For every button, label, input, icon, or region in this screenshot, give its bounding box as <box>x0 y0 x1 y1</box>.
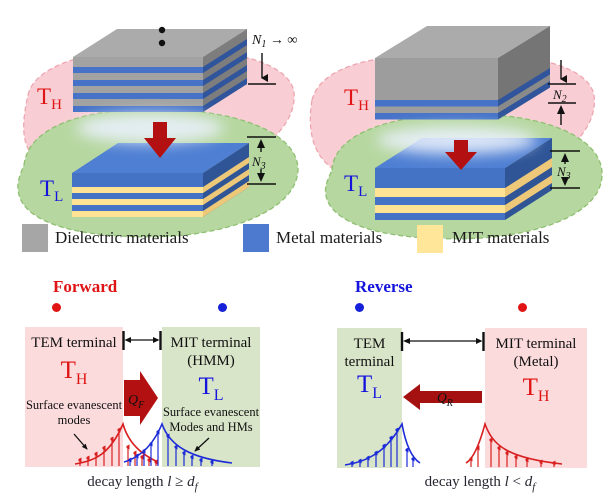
hot-temperature-label: TH <box>522 374 550 406</box>
cold-temperature-label: TL <box>40 176 63 205</box>
layer-stripe <box>375 213 505 220</box>
layer-stripe <box>375 205 505 213</box>
forward-caption: decay length l ≥ df <box>87 474 198 493</box>
surface-modes-hms-note: Surface evanescent Modes and HMs <box>162 405 260 434</box>
hot-dot-indicator <box>518 303 527 312</box>
layer-stripe <box>72 193 203 199</box>
layer-stripe <box>72 173 203 187</box>
layer-stripe <box>375 168 505 188</box>
gap-dimension-reverse <box>400 332 485 351</box>
layer-stripe <box>375 100 498 107</box>
stack-top-face <box>375 26 550 58</box>
layer-stripe <box>203 157 249 193</box>
layer-stripe <box>498 68 550 107</box>
layer-stripe <box>72 199 203 205</box>
forward-title: Forward <box>53 277 118 296</box>
layer-stripe <box>505 158 552 197</box>
layer-stripe <box>498 74 550 113</box>
bulk-terminal-stack <box>375 26 550 120</box>
legend-swatch-metal <box>243 224 269 252</box>
surface-modes-note: Surface evanescent modes <box>25 398 123 427</box>
mit-terminal-stack <box>72 143 249 217</box>
cold-temperature-label: TL <box>344 171 367 200</box>
layer-stripe <box>203 169 249 205</box>
mit-terminal-name: MIT terminal (HMM) <box>170 335 252 369</box>
reverse-heat-arrow <box>403 384 482 410</box>
legend-label-dielectric: Dielectric materials <box>55 228 189 247</box>
layer-stripe <box>203 78 247 112</box>
forward-heat-label: QF <box>128 393 145 411</box>
layer-stripe <box>375 197 505 205</box>
layer-stripe <box>203 65 247 99</box>
reverse-caption: decay length l < df <box>424 474 536 493</box>
svg-text:N2: N2 <box>552 87 567 105</box>
layer-stripe <box>73 106 203 112</box>
layer-stripe <box>375 113 498 120</box>
layer-stripe <box>375 106 498 113</box>
layer-stripe <box>73 93 203 99</box>
layer-stripe <box>73 67 203 73</box>
ellipsis-dot <box>158 26 166 34</box>
legend-label-metal: Metal materials <box>276 228 383 247</box>
svg-text:N3: N3 <box>251 154 266 172</box>
legend-swatch-dielectric <box>22 224 48 252</box>
heat-flow-down-arrow <box>144 122 176 158</box>
radiation-glow <box>76 113 224 143</box>
layer-stripe <box>72 205 203 211</box>
mit-terminal-name: MIT terminal (Metal) <box>495 336 577 370</box>
reverse-title: Reverse <box>355 277 413 296</box>
gap-dimension-forward <box>122 331 162 350</box>
ellipsis-dot <box>158 39 166 47</box>
hot-temperature-label: TH <box>344 85 369 114</box>
layer-stripe <box>203 52 247 86</box>
layer-stripe <box>72 211 203 217</box>
layer-stripe <box>73 57 203 67</box>
layer-stripe <box>73 86 203 93</box>
n3-annotation: N3 <box>550 150 580 189</box>
heat-flow-down-arrow <box>445 140 477 170</box>
hot-temperature-label: TH <box>60 357 88 389</box>
layer-stripe <box>203 39 247 73</box>
cold-temperature-label: TL <box>198 373 224 405</box>
bulk-front-face <box>375 58 498 100</box>
cold-dot-indicator <box>218 303 227 312</box>
tem-terminal-name: TEM terminal <box>344 336 395 370</box>
layer-stripe <box>73 99 203 106</box>
tem-terminal-name: TEM terminal <box>31 335 117 351</box>
stack-side-face <box>203 143 249 217</box>
cold-temperature-label: TL <box>356 371 383 403</box>
layer-stripe <box>73 73 203 80</box>
n3-annotation: N3 <box>247 136 276 185</box>
tem-terminal-stack <box>73 29 247 112</box>
layer-stripe <box>203 181 249 217</box>
forward-heat-arrow <box>124 371 158 425</box>
cold-dot-indicator <box>355 303 364 312</box>
legend-swatch-mit <box>417 225 443 253</box>
reverse-heat-label: QR <box>437 390 453 409</box>
svg-text:N3: N3 <box>556 164 571 182</box>
stack-top-face <box>72 143 249 173</box>
n2-annotation: N2 <box>548 60 576 125</box>
layer-stripe <box>505 175 552 213</box>
hot-temperature-label: TH <box>37 84 62 113</box>
layer-stripe <box>72 187 203 193</box>
panel-b-schematic: N2 N3 TH <box>309 26 603 240</box>
legend-label-mit: MIT materials <box>452 228 550 247</box>
layer-stripe <box>498 81 550 120</box>
panel-a-schematic: N1 → ∞ N3 TH TL <box>17 26 299 238</box>
n1-label: N1 → ∞ <box>251 33 297 50</box>
layer-stripe <box>73 80 203 86</box>
hot-dot-indicator <box>52 303 61 312</box>
layer-stripe <box>375 188 505 197</box>
